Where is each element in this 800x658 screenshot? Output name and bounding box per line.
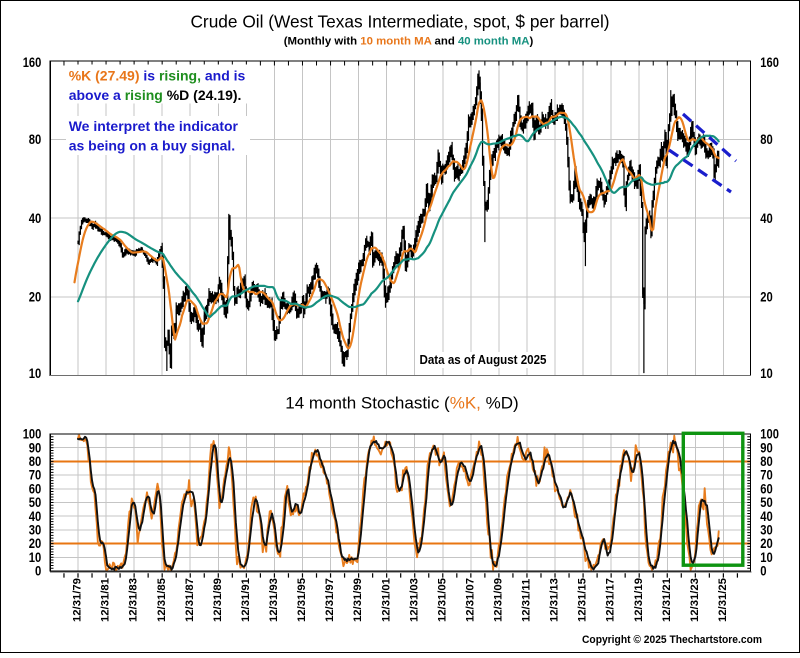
svg-text:20: 20 — [760, 535, 773, 551]
svg-text:50: 50 — [760, 494, 773, 510]
svg-text:70: 70 — [760, 467, 773, 483]
svg-text:12/31/91: 12/31/91 — [240, 578, 252, 622]
svg-text:10: 10 — [760, 549, 773, 565]
svg-text:12/31/87: 12/31/87 — [184, 578, 196, 622]
svg-text:above a rising %D (24.19).: above a rising %D (24.19). — [69, 87, 242, 103]
svg-text:80: 80 — [29, 453, 42, 469]
svg-text:12/31/15: 12/31/15 — [577, 578, 589, 622]
svg-text:12/31/95: 12/31/95 — [296, 578, 308, 622]
svg-text:70: 70 — [29, 467, 42, 483]
svg-text:50: 50 — [29, 494, 42, 510]
svg-text:100: 100 — [23, 426, 42, 442]
svg-text:Copyright © 2025 Thechartstore: Copyright © 2025 Thechartstore.com — [582, 634, 762, 646]
svg-text:12/31/09: 12/31/09 — [493, 578, 505, 622]
svg-text:40: 40 — [760, 210, 773, 226]
svg-text:20: 20 — [760, 288, 773, 304]
svg-text:12/31/99: 12/31/99 — [352, 578, 364, 622]
svg-text:12/31/85: 12/31/85 — [156, 578, 168, 622]
svg-text:90: 90 — [29, 439, 42, 455]
svg-text:12/31/11: 12/31/11 — [521, 579, 533, 622]
svg-text:as being on a buy signal.: as being on a buy signal. — [69, 138, 235, 154]
svg-text:12/31/07: 12/31/07 — [464, 578, 476, 622]
svg-text:12/31/01: 12/31/01 — [380, 578, 392, 622]
svg-text:100: 100 — [760, 426, 779, 442]
svg-text:40: 40 — [29, 508, 42, 524]
svg-text:12/31/21: 12/31/21 — [661, 578, 673, 622]
svg-text:0: 0 — [760, 563, 766, 579]
svg-text:60: 60 — [29, 480, 42, 496]
svg-text:12/31/25: 12/31/25 — [717, 578, 729, 622]
svg-text:60: 60 — [760, 480, 773, 496]
svg-text:Data as of August 2025: Data as of August 2025 — [420, 352, 547, 367]
svg-text:12/31/05: 12/31/05 — [436, 578, 448, 622]
svg-text:80: 80 — [760, 131, 773, 147]
svg-text:12/31/17: 12/31/17 — [605, 578, 617, 622]
svg-text:12/31/81: 12/31/81 — [100, 578, 112, 622]
svg-text:160: 160 — [760, 54, 779, 70]
svg-text:10: 10 — [29, 549, 42, 565]
svg-text:(Monthly with 10 month MA and: (Monthly with 10 month MA and 40 month M… — [284, 36, 534, 48]
svg-text:12/31/23: 12/31/23 — [689, 578, 701, 622]
svg-text:12/31/19: 12/31/19 — [633, 578, 645, 622]
svg-text:12/31/79: 12/31/79 — [72, 578, 84, 622]
svg-text:30: 30 — [29, 522, 42, 538]
svg-text:10: 10 — [760, 365, 773, 381]
svg-text:40: 40 — [760, 508, 773, 524]
svg-text:90: 90 — [760, 439, 773, 455]
svg-text:12/31/97: 12/31/97 — [324, 578, 336, 622]
svg-text:0: 0 — [35, 563, 41, 579]
svg-text:12/31/93: 12/31/93 — [268, 578, 280, 622]
svg-text:%K (27.49) is rising, and is: %K (27.49) is rising, and is — [69, 67, 246, 83]
svg-text:20: 20 — [29, 535, 42, 551]
svg-text:80: 80 — [760, 453, 773, 469]
svg-text:40: 40 — [29, 210, 42, 226]
svg-text:14 month Stochastic (%K, %D): 14 month Stochastic (%K, %D) — [285, 393, 518, 412]
svg-text:12/31/83: 12/31/83 — [128, 578, 140, 622]
svg-text:12/31/89: 12/31/89 — [212, 578, 224, 622]
svg-text:20: 20 — [29, 288, 42, 304]
svg-text:12/31/03: 12/31/03 — [408, 578, 420, 622]
svg-text:80: 80 — [29, 131, 42, 147]
svg-text:Crude Oil (West Texas Intermed: Crude Oil (West Texas Intermediate, spot… — [190, 12, 609, 32]
svg-text:160: 160 — [23, 54, 42, 70]
svg-text:10: 10 — [29, 365, 42, 381]
svg-text:We interpret the indicator: We interpret the indicator — [69, 118, 239, 134]
svg-text:30: 30 — [760, 522, 773, 538]
svg-text:12/31/13: 12/31/13 — [549, 578, 561, 622]
